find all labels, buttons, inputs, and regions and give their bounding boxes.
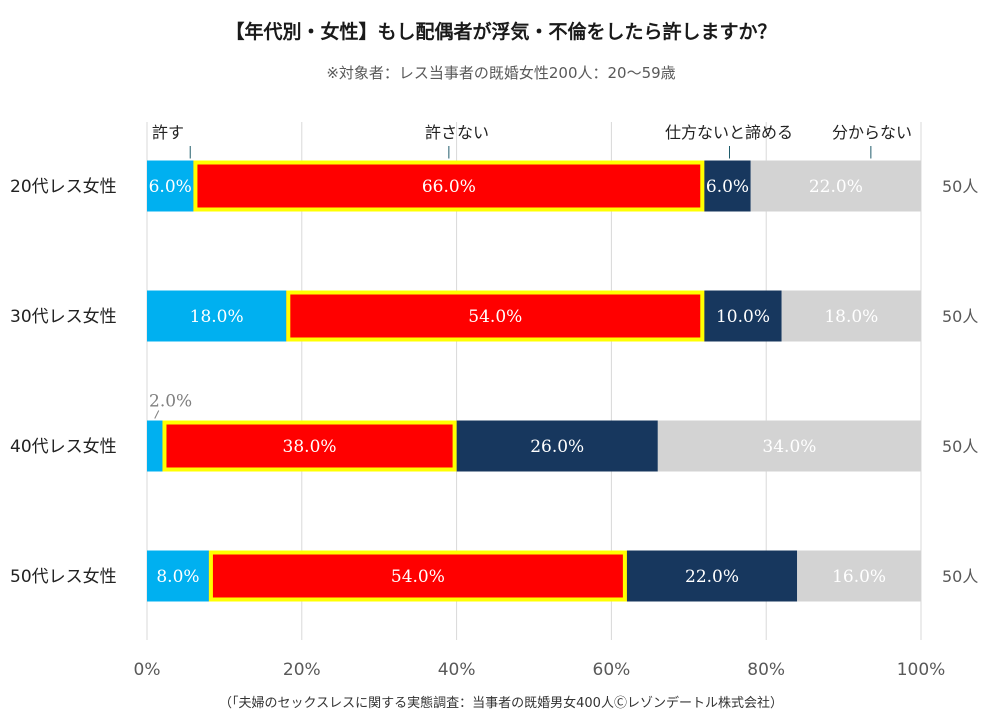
bar-segment bbox=[626, 550, 798, 602]
data-label: 6.0% bbox=[706, 177, 749, 197]
highlight-border bbox=[286, 290, 705, 342]
bar-segment bbox=[147, 160, 194, 212]
x-tick-label: 20% bbox=[283, 660, 321, 680]
bar-segment bbox=[704, 160, 751, 212]
bars: 6.0% 66.0% 6.0% 22.0% 18.0% 54.0% 10.0% 18.0% 2.… bbox=[147, 160, 921, 602]
category-label: 40代レス女性 bbox=[10, 437, 117, 457]
data-label: 34.0% bbox=[762, 437, 816, 457]
count-label: 50人 bbox=[942, 437, 978, 456]
category-label: 20代レス女性 bbox=[10, 177, 117, 197]
data-label: 26.0% bbox=[530, 437, 584, 457]
data-label: 22.0% bbox=[685, 567, 739, 587]
data-label: 10.0% bbox=[716, 307, 770, 327]
bar-segment bbox=[193, 160, 705, 212]
data-label: 38.0% bbox=[283, 437, 337, 457]
bar-segment bbox=[456, 420, 658, 472]
data-label: 16.0% bbox=[832, 567, 886, 587]
highlight-border bbox=[208, 550, 627, 602]
category-label: 50代レス女性 bbox=[10, 567, 117, 587]
count-label: 50人 bbox=[942, 307, 978, 326]
bar-segment bbox=[797, 550, 921, 602]
data-label-leader bbox=[154, 410, 160, 419]
count-label: 50人 bbox=[942, 567, 978, 586]
data-label: 66.0% bbox=[422, 177, 476, 197]
category-labels: 20代レス女性 30代レス女性 40代レス女性 50代レス女性 bbox=[10, 177, 117, 587]
highlight-border bbox=[162, 420, 457, 472]
count-labels: 50人 50人 50人 50人 bbox=[942, 177, 978, 586]
bar-segment bbox=[162, 420, 457, 472]
category-label: 30代レス女性 bbox=[10, 307, 117, 327]
data-label: 54.0% bbox=[468, 307, 522, 327]
legend-entry: 分からない bbox=[832, 123, 912, 142]
legend-entry: 許す bbox=[152, 123, 184, 142]
x-tick-labels: 0% 20% 40% 60% 80% 100% bbox=[134, 660, 946, 680]
bar-segment bbox=[147, 420, 163, 472]
chart-subtitle: ※対象者：レス当事者の既婚女性200人：20〜59歳 bbox=[326, 64, 675, 82]
bar-segment bbox=[657, 420, 921, 472]
data-label: 18.0% bbox=[824, 307, 878, 327]
legend-entry: 許さない bbox=[425, 123, 489, 142]
data-label: 18.0% bbox=[190, 307, 244, 327]
count-label: 50人 bbox=[942, 177, 978, 196]
x-tick-label: 100% bbox=[897, 660, 946, 680]
data-label: 6.0% bbox=[149, 177, 192, 197]
data-label: 22.0% bbox=[809, 177, 863, 197]
x-tick-label: 40% bbox=[438, 660, 476, 680]
highlight-border bbox=[193, 160, 705, 212]
bar-segment bbox=[208, 550, 627, 602]
legend: 許す 許さない 仕方ないと諦める 分からない bbox=[152, 123, 912, 159]
x-tick-label: 0% bbox=[134, 660, 161, 680]
bar-segment bbox=[147, 290, 287, 342]
bar-segment bbox=[781, 290, 921, 342]
legend-entry: 仕方ないと諦める bbox=[665, 123, 793, 142]
source-note: （「夫婦のセックスレスに関する実態調査：当事者の既婚男女400人Ⓒレゾンデートル… bbox=[219, 695, 783, 711]
x-tick-label: 60% bbox=[593, 660, 631, 680]
bar-segment bbox=[286, 290, 705, 342]
chart-title: 【年代別・女性】もし配偶者が浮気・不倫をしたら許しますか？ bbox=[225, 20, 776, 43]
bar-segment bbox=[147, 550, 209, 602]
x-tick-label: 80% bbox=[747, 660, 785, 680]
data-label: 2.0% bbox=[149, 392, 192, 412]
bar-segment bbox=[750, 160, 921, 212]
data-label: 54.0% bbox=[391, 567, 445, 587]
bar-segment bbox=[704, 290, 782, 342]
data-label: 8.0% bbox=[156, 567, 199, 587]
